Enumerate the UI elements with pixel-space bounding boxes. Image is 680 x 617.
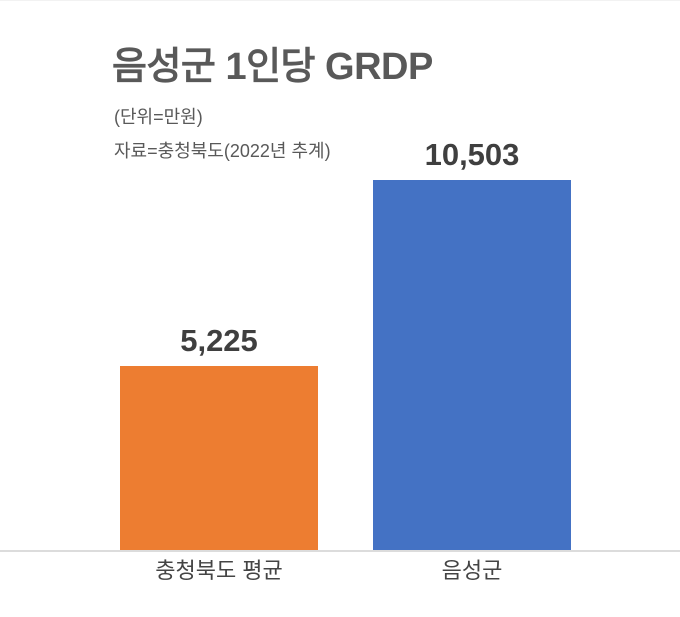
unit-note: (단위=만원) <box>114 107 203 127</box>
source-note: 자료=충청북도(2022년 추계) <box>114 141 331 161</box>
value-label-chungbuk-average: 5,225 <box>180 322 258 358</box>
category-label-chungbuk-average: 충청북도 평균 <box>155 558 283 583</box>
bar-chungbuk-average: 5,225 <box>120 323 318 550</box>
bar-eumseong: 10,503 <box>373 137 571 550</box>
category-label-eumseong: 음성군 <box>441 558 503 583</box>
x-axis-line <box>0 550 680 552</box>
value-label-eumseong: 10,503 <box>424 136 520 172</box>
chart-title: 음성군 1인당 GRDP <box>112 46 433 88</box>
